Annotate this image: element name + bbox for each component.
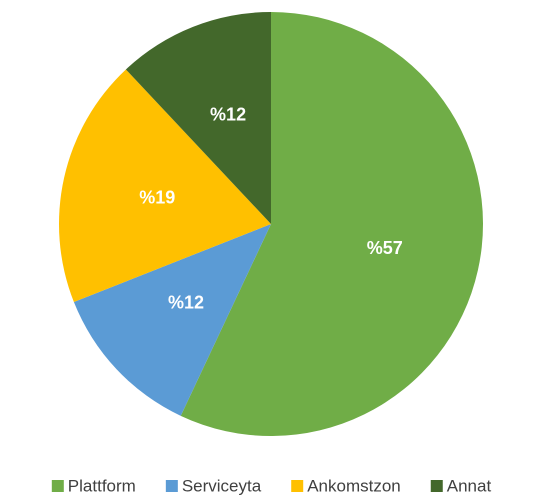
legend-swatch xyxy=(165,480,178,492)
legend-label: Plattform xyxy=(68,476,136,495)
value-label: %57 xyxy=(367,238,403,258)
legend-swatch xyxy=(430,480,443,492)
legend-swatch xyxy=(291,480,304,492)
pie-slice xyxy=(180,12,483,436)
pie-slice xyxy=(59,69,272,303)
value-label: %12 xyxy=(168,293,204,313)
legend-label: Annat xyxy=(447,476,492,495)
legend-swatch xyxy=(51,480,64,492)
pie-slice xyxy=(125,12,272,224)
legend-label: Ankomstzon xyxy=(307,476,401,495)
pie-slice xyxy=(73,224,271,416)
value-label: %12 xyxy=(210,104,246,124)
legend-label: Serviceyta xyxy=(182,476,262,495)
value-label: %19 xyxy=(139,187,175,207)
